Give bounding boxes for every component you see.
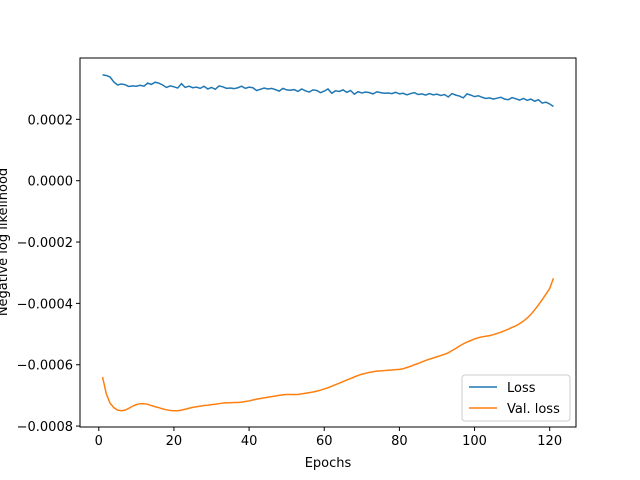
legend-label: Loss bbox=[507, 381, 536, 396]
x-axis-label: Epochs bbox=[305, 456, 352, 471]
x-tick-label: 120 bbox=[537, 434, 562, 449]
y-axis-label: Negative log likelihood bbox=[0, 168, 11, 316]
legend-label: Val. loss bbox=[507, 402, 560, 417]
y-tick-label: 0.0000 bbox=[28, 175, 74, 190]
line-series bbox=[102, 74, 554, 108]
x-tick-label: 0 bbox=[95, 434, 103, 449]
y-tick-label: −0.0006 bbox=[17, 359, 73, 374]
x-tick-label: 80 bbox=[391, 434, 408, 449]
x-tick-label: 100 bbox=[462, 434, 487, 449]
plot-frame bbox=[79, 57, 577, 428]
y-tick-label: 0.0002 bbox=[28, 113, 74, 128]
x-tick-label: 20 bbox=[166, 434, 183, 449]
y-tick-label: −0.0002 bbox=[17, 236, 73, 251]
line-series bbox=[101, 277, 555, 412]
y-tick-label: −0.0008 bbox=[17, 420, 73, 435]
x-tick-label: 60 bbox=[316, 434, 333, 449]
x-tick-label: 40 bbox=[241, 434, 258, 449]
y-tick-label: −0.0004 bbox=[17, 297, 73, 312]
